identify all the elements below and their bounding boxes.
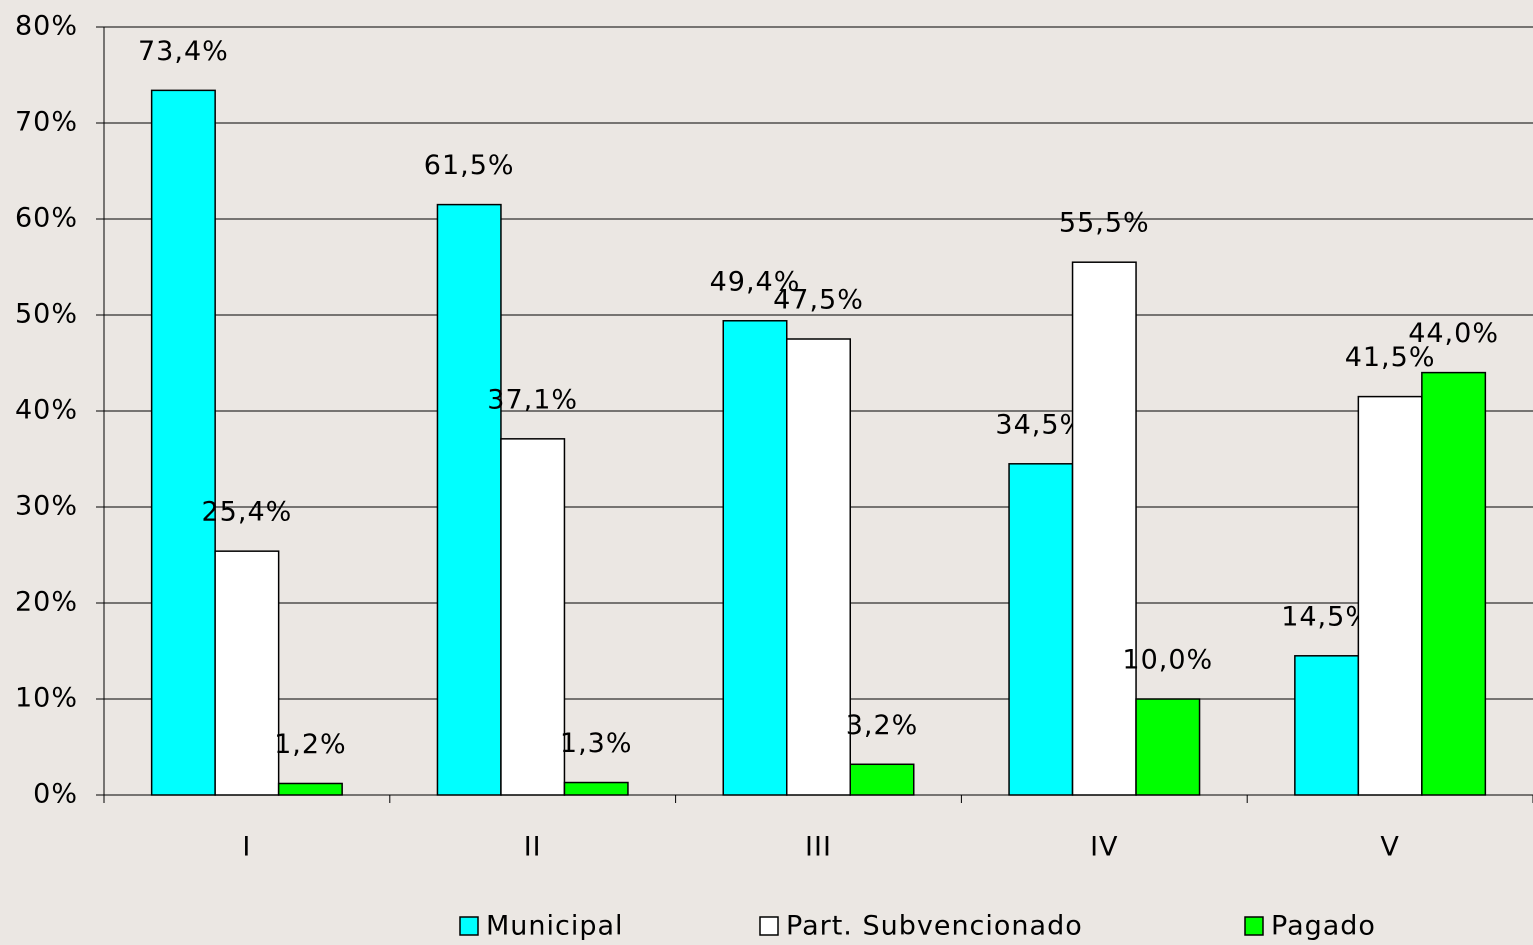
legend-label: Pagado — [1271, 911, 1376, 942]
bar — [436, 203, 502, 796]
legend-label: Part. Subvencionado — [786, 911, 1083, 942]
bar — [1357, 395, 1423, 796]
legend-swatch — [759, 916, 779, 936]
bar — [722, 320, 788, 796]
bar — [277, 782, 343, 796]
data-label: 1,3% — [560, 728, 633, 759]
x-tick-label: II — [524, 832, 542, 863]
data-label: 49,4% — [710, 266, 801, 297]
y-tick-label: 0% — [33, 779, 78, 810]
bar — [1071, 261, 1137, 796]
bar — [849, 763, 915, 796]
bar — [1294, 655, 1360, 796]
y-tick-label: 60% — [15, 203, 78, 234]
data-label: 1,2% — [274, 729, 347, 760]
data-label: 37,1% — [487, 384, 578, 415]
data-label: 44,0% — [1408, 318, 1499, 349]
data-label: 55,5% — [1059, 208, 1150, 239]
bar — [500, 438, 566, 796]
data-label: 3,2% — [846, 710, 919, 741]
data-label: 61,5% — [424, 150, 515, 181]
bar — [786, 338, 851, 796]
y-tick-label: 40% — [15, 395, 78, 426]
data-label: 41,5% — [1345, 342, 1436, 373]
bar — [150, 89, 216, 796]
x-tick-label: I — [242, 832, 251, 863]
legend-swatch — [1244, 916, 1264, 936]
bar — [1135, 698, 1201, 796]
data-label: 25,4% — [202, 497, 293, 528]
y-tick-label: 50% — [15, 299, 78, 330]
bar — [1008, 463, 1074, 796]
x-tick-label: III — [805, 832, 832, 863]
data-label: 73,4% — [138, 36, 229, 67]
data-label: 47,5% — [773, 285, 864, 316]
x-tick-label: IV — [1090, 832, 1118, 863]
x-tick-label: V — [1380, 832, 1399, 863]
legend-label: Municipal — [486, 911, 624, 942]
data-label: 10,0% — [1122, 645, 1213, 676]
bar — [1421, 371, 1487, 796]
y-tick-label: 20% — [15, 587, 78, 618]
y-tick-label: 70% — [15, 107, 78, 138]
y-tick-label: 10% — [15, 683, 78, 714]
legend-swatch — [459, 916, 479, 936]
bar — [563, 781, 629, 796]
y-tick-label: 30% — [15, 491, 78, 522]
data-label: 34,5% — [995, 409, 1086, 440]
bar — [214, 550, 280, 796]
y-tick-label: 80% — [15, 11, 78, 42]
data-label: 14,5% — [1281, 601, 1372, 632]
